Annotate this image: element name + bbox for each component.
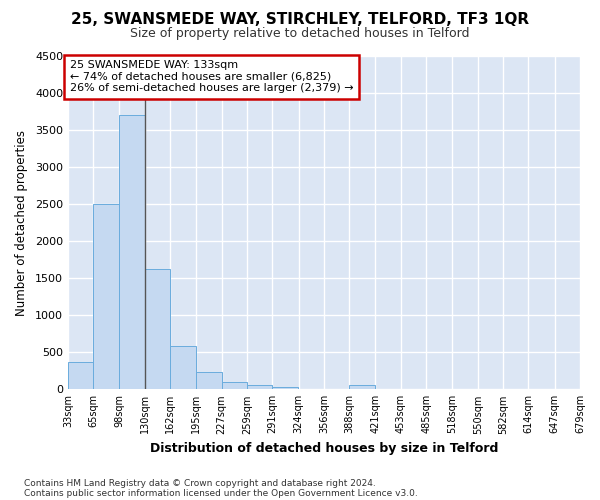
Bar bbox=[222, 382, 247, 390]
Text: Size of property relative to detached houses in Telford: Size of property relative to detached ho… bbox=[130, 28, 470, 40]
Bar bbox=[196, 372, 222, 390]
Bar bbox=[247, 385, 272, 390]
Y-axis label: Number of detached properties: Number of detached properties bbox=[15, 130, 28, 316]
Text: 25 SWANSMEDE WAY: 133sqm
← 74% of detached houses are smaller (6,825)
26% of sem: 25 SWANSMEDE WAY: 133sqm ← 74% of detach… bbox=[70, 60, 353, 94]
Bar bbox=[145, 269, 170, 390]
Bar bbox=[68, 362, 93, 390]
X-axis label: Distribution of detached houses by size in Telford: Distribution of detached houses by size … bbox=[150, 442, 498, 455]
Text: Contains HM Land Registry data © Crown copyright and database right 2024.: Contains HM Land Registry data © Crown c… bbox=[24, 478, 376, 488]
Bar bbox=[349, 385, 374, 390]
Bar bbox=[272, 386, 298, 390]
Text: 25, SWANSMEDE WAY, STIRCHLEY, TELFORD, TF3 1QR: 25, SWANSMEDE WAY, STIRCHLEY, TELFORD, T… bbox=[71, 12, 529, 28]
Bar bbox=[119, 115, 145, 390]
Bar bbox=[93, 204, 119, 390]
Bar bbox=[170, 346, 196, 390]
Text: Contains public sector information licensed under the Open Government Licence v3: Contains public sector information licen… bbox=[24, 488, 418, 498]
